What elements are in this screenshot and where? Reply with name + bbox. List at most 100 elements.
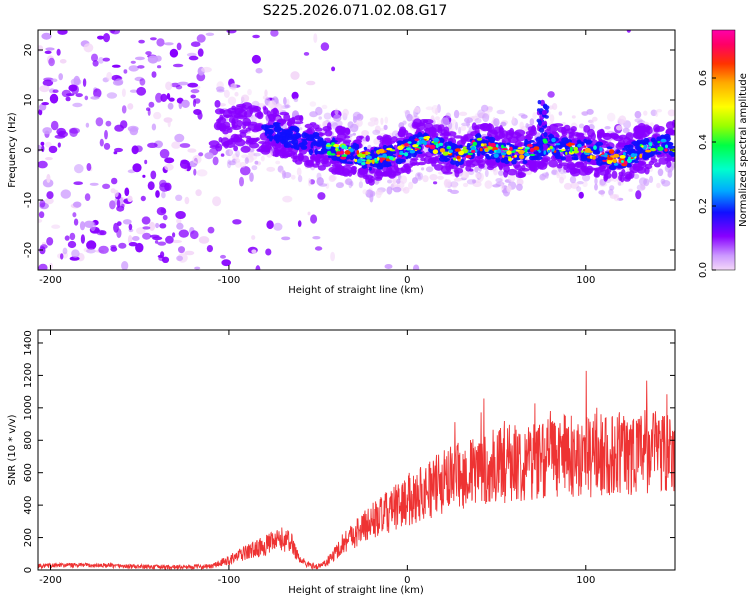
spectrogram-blob — [461, 122, 471, 127]
spectrogram-blob — [46, 173, 51, 183]
spectrogram-blob — [197, 48, 204, 57]
spectrogram-blob — [336, 154, 341, 157]
spectrogram-blob — [525, 147, 530, 150]
spectrogram-blob — [453, 177, 463, 182]
spectrogram-blob — [633, 173, 640, 180]
spectrogram-blob — [363, 146, 368, 151]
spectrogram-blob — [120, 120, 128, 129]
spectrogram-blob — [454, 148, 461, 152]
spectrogram-blob — [559, 176, 564, 184]
spectrogram-blob — [281, 236, 291, 241]
spectrogram-blob — [623, 160, 628, 165]
spectrogram-blob — [295, 144, 300, 151]
spectrogram-blob — [298, 142, 305, 148]
spectrogram-blob — [192, 155, 202, 164]
spectrogram-blob — [153, 111, 162, 120]
spectrogram-blob — [437, 124, 445, 132]
spectrogram-blob — [51, 224, 61, 229]
spectrogram-blob — [520, 114, 528, 119]
spectrogram-blob — [626, 30, 631, 33]
spectrogram-blob — [541, 157, 549, 163]
spectrogram-blob — [576, 181, 584, 185]
spectrogram-blob — [239, 129, 248, 134]
spectrogram-blob — [435, 107, 438, 116]
spectrogram-blob — [121, 88, 126, 97]
spectrogram-blob — [539, 173, 546, 181]
spectrogram-blob — [177, 81, 189, 86]
spectrogram-blob — [123, 69, 128, 74]
spectrogram-blob — [631, 141, 639, 145]
y-tick-label: 0 — [23, 147, 34, 153]
spectrogram-blob — [90, 96, 100, 100]
spectrogram-blob — [369, 176, 376, 182]
spectrogram-blob — [155, 190, 160, 198]
spectrogram-blob — [212, 196, 222, 207]
spectrogram-blob — [306, 80, 316, 86]
colorbar-ticks: 0.0 0.2 0.4 0.6 — [698, 70, 716, 278]
spectrogram-blob — [498, 170, 504, 176]
spectrogram-blob — [214, 108, 224, 115]
spectrogram-blob — [226, 159, 232, 169]
spectrogram-blob — [41, 32, 52, 40]
spectrogram-blob — [255, 67, 263, 74]
spectrogram-blob — [643, 178, 650, 187]
spectrogram-blob — [417, 141, 420, 146]
spectrogram-blob — [653, 128, 660, 132]
spectrogram-blob — [667, 169, 673, 178]
spectrogram-blob — [240, 166, 251, 176]
spectrogram-blob — [385, 140, 396, 144]
spectrogram-blob — [507, 156, 512, 159]
spectrogram-blob — [569, 143, 575, 146]
spectrogram-blob — [352, 111, 362, 121]
spectrogram-blob — [69, 232, 76, 241]
spectrogram-blob — [341, 154, 347, 157]
spectrogram-blob — [168, 97, 175, 102]
spectrogram-blob — [287, 130, 294, 135]
spectrogram-blob — [297, 220, 302, 228]
spectrogram-blob — [142, 174, 146, 178]
spectrogram-blob — [566, 169, 571, 173]
spectrogram-blob — [556, 172, 560, 179]
spectrogram-blob — [580, 150, 584, 153]
spectrogram-blob — [623, 144, 631, 149]
spectrogram-blob — [594, 177, 598, 185]
spectrogram-blob — [656, 108, 662, 113]
spectrogram-blob — [589, 155, 593, 159]
spectrogram-blob — [266, 220, 274, 230]
spectrogram-blob — [248, 151, 256, 157]
spectrogram-blob — [496, 149, 502, 154]
spectrogram-blob — [371, 159, 375, 165]
x-tick-label: -200 — [39, 575, 62, 586]
spectrogram-blob — [235, 150, 240, 158]
spectrogram-blob — [187, 148, 197, 153]
spectrogram-blob — [356, 143, 360, 150]
spectrogram-blob — [164, 182, 172, 191]
spectrogram-blob — [155, 55, 162, 62]
y-tick-label: 0 — [23, 567, 34, 573]
spectrogram-blob — [93, 88, 102, 98]
spectrogram-blob — [292, 157, 298, 163]
spectrogram-blob — [322, 125, 332, 132]
spectrogram-blob — [43, 77, 54, 82]
spectrogram-blob — [581, 165, 587, 172]
spectrogram-blob — [655, 109, 659, 117]
spectrogram-blob — [195, 189, 202, 197]
spectrogram-blob — [506, 142, 511, 146]
spectrogram-blob — [423, 140, 427, 146]
spectrogram-blob — [650, 137, 656, 143]
spectrogram-blob — [247, 124, 258, 131]
spectrogram-blob — [374, 117, 379, 126]
spectrogram-blob — [45, 47, 55, 51]
spectrogram-blob — [467, 152, 474, 156]
spectrogram-blob — [134, 56, 145, 61]
spectrogram-blob — [609, 149, 615, 154]
spectrogram-blob — [299, 127, 303, 131]
spectrogram-blob — [192, 98, 197, 108]
spectrogram-blob — [464, 117, 473, 124]
spectrogram-blob — [514, 154, 517, 158]
spectrogram-blob — [583, 145, 587, 148]
spectrogram-blob — [176, 222, 184, 230]
spectrogram-blob — [466, 118, 470, 128]
spectrogram-blob — [86, 248, 96, 254]
spectrogram-blob — [188, 55, 199, 61]
